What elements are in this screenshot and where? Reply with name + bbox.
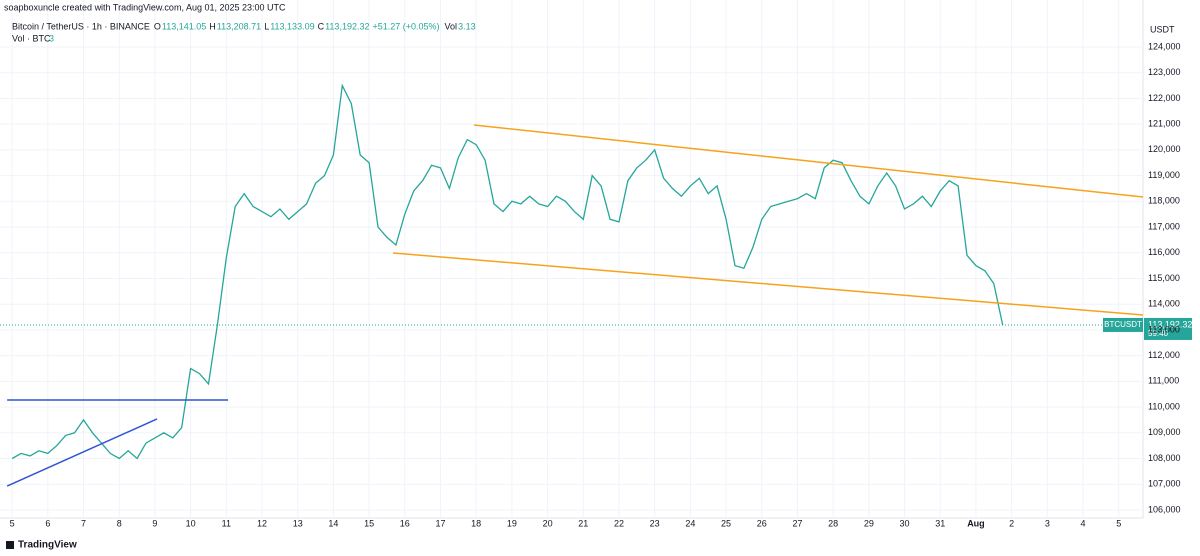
legend-item: 113,141.05 <box>162 21 206 31</box>
legend-item: L <box>264 21 269 31</box>
x-tick-label: 5 <box>1116 518 1121 528</box>
x-tick-label: 8 <box>117 518 122 528</box>
volume-study: Vol · BTC <box>12 33 51 43</box>
y-tick-label: 121,000 <box>1148 119 1181 129</box>
x-tick-label: 26 <box>757 518 767 528</box>
price-line <box>11 83 1004 460</box>
x-tick-label: 25 <box>721 518 731 528</box>
y-tick-label: 119,000 <box>1148 170 1180 180</box>
y-tick-label: 112,000 <box>1148 350 1180 360</box>
x-tick-label: 28 <box>828 518 838 528</box>
x-tick-label: 16 <box>400 518 410 528</box>
x-tick-label: 2 <box>1009 518 1014 528</box>
y-tick-label: 114,000 <box>1148 299 1180 309</box>
brand: TradingView <box>6 540 77 551</box>
legend-item: +51.27 (+0.05%) <box>372 21 439 31</box>
trend-line <box>392 252 1144 316</box>
y-tick-label: 115,000 <box>1148 273 1180 283</box>
y-tick-label: 113,000 <box>1148 324 1180 334</box>
trend-line <box>6 418 158 487</box>
x-tick-label: 22 <box>614 518 624 528</box>
brand-logo <box>6 541 14 549</box>
x-tick-label: 5 <box>10 518 15 528</box>
plot <box>0 83 1144 487</box>
legend-item: 113,192.32 <box>325 21 369 31</box>
y-tick-label: 118,000 <box>1148 196 1180 206</box>
x-tick-label: 30 <box>900 518 910 528</box>
x-tick-label: 12 <box>257 518 267 528</box>
x-tick-label: 23 <box>650 518 660 528</box>
x-tick-label: Aug <box>967 518 985 528</box>
symbol: Bitcoin / TetherUS · 1h · BINANCE <box>12 21 150 31</box>
price-label: 113,192.32 <box>1148 319 1192 329</box>
x-tick-label: 20 <box>543 518 553 528</box>
trend-line <box>473 124 1144 198</box>
x-tick-label: 11 <box>222 518 231 528</box>
x-tick-label: 13 <box>293 518 303 528</box>
x-tick-label: 14 <box>328 518 338 528</box>
x-tick-label: 10 <box>186 518 196 528</box>
y-tick-label: 106,000 <box>1148 504 1181 514</box>
ticker-box <box>1103 317 1143 332</box>
x-tick-label: 7 <box>81 518 86 528</box>
y-tick-label: 116,000 <box>1148 247 1180 257</box>
y-tick-label: 124,000 <box>1148 41 1181 51</box>
x-tick-label: 31 <box>935 518 945 528</box>
legend-item: 113,208.71 <box>217 21 261 31</box>
ticker-label: BTCUSDT <box>1104 320 1142 329</box>
legend-item: Vol <box>445 21 458 31</box>
legend-item: O <box>154 21 161 31</box>
y-tick-label: 108,000 <box>1148 453 1181 463</box>
grid <box>0 0 1143 518</box>
x-tick-label: 9 <box>152 518 157 528</box>
x-tick-label: 21 <box>578 518 588 528</box>
legend-item: C <box>318 21 325 31</box>
legend-item: 113,133.09 <box>270 21 314 31</box>
countdown: 59:40 <box>1148 329 1169 338</box>
x-tick-label: 27 <box>792 518 802 528</box>
x-tick-label: 3 <box>1045 518 1050 528</box>
y-tick-label: 109,000 <box>1148 427 1181 437</box>
y-tick-label: 120,000 <box>1148 144 1181 154</box>
volume-study-value: 3 <box>49 33 54 43</box>
legend-item: H <box>209 21 216 31</box>
x-tick-label: 24 <box>685 518 695 528</box>
x-tick-label: 17 <box>435 518 445 528</box>
y-tick-label: 117,000 <box>1148 221 1180 231</box>
x-tick-label: 4 <box>1081 518 1086 528</box>
x-tick-label: 19 <box>507 518 517 528</box>
x-tick-label: 15 <box>364 518 374 528</box>
x-tick-label: 6 <box>45 518 50 528</box>
y-tick-label: 110,000 <box>1148 401 1180 411</box>
y-tick-label: 123,000 <box>1148 67 1181 77</box>
credit: soapboxuncle created with TradingView.co… <box>4 2 286 12</box>
currency: USDT <box>1150 24 1175 34</box>
price-box <box>1144 317 1192 340</box>
y-tick-label: 107,000 <box>1148 479 1181 489</box>
y-tick-label: 122,000 <box>1148 93 1181 103</box>
x-tick-label: 29 <box>864 518 874 528</box>
ohlc-legend: O 113,141.05 H 113,208.71 L 113,133.09 C 113,19… <box>154 21 476 31</box>
legend-item: 3.13 <box>458 21 476 31</box>
x-tick-label: 18 <box>471 518 481 528</box>
brand-name: TradingView <box>18 540 77 551</box>
y-tick-label: 111,000 <box>1148 376 1179 386</box>
